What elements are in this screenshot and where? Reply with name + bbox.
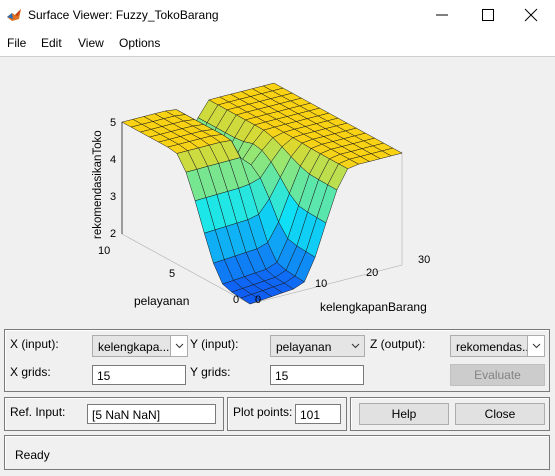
chevron-down-icon [532,343,541,349]
y-input-dropdown[interactable]: pelayanan [270,335,365,357]
maximize-button[interactable] [466,0,512,30]
z-output-label: Z (output): [370,337,426,351]
surface-mesh [121,82,403,305]
x-tick-10: 10 [315,278,327,290]
x-input-label: X (input): [10,337,59,351]
axis-panel: X (input): kelengkapa... Y (input): pela… [4,329,550,392]
plot-points-label: Plot points: [233,405,293,419]
z-tick-5: 5 [110,117,116,129]
surface-plot-canvas[interactable]: 5 4 3 2 10 5 0 0 10 20 30 rekomendasikan… [0,57,555,325]
maximize-icon [482,9,494,21]
x-tick-30: 30 [418,254,430,266]
minimize-icon [436,14,448,16]
menu-edit[interactable]: Edit [41,36,62,50]
chevron-down-icon [175,343,184,349]
y-tick-0: 0 [233,294,239,306]
menu-bar: File Edit View Options [0,30,555,56]
x-grids-label: X grids: [10,365,51,379]
evaluate-button[interactable]: Evaluate [450,364,545,386]
y-tick-10: 10 [98,245,110,257]
title-bar: Surface Viewer: Fuzzy_TokoBarang [0,0,555,30]
y-tick-5: 5 [169,268,175,280]
ref-input-label: Ref. Input: [10,405,66,419]
x-input-dropdown[interactable]: kelengkapa... [92,335,188,357]
window-title: Surface Viewer: Fuzzy_TokoBarang [28,8,219,22]
y-axis-label: pelayanan [134,294,189,308]
plot-points-field[interactable]: 101 [295,404,341,424]
menu-view[interactable]: View [78,36,104,50]
z-axis-label: rekomendasikanToko [92,130,104,239]
close-button[interactable]: Close [455,403,545,425]
ref-input-field[interactable]: [5 NaN NaN] [87,404,216,424]
x-tick-0: 0 [255,294,261,306]
y-grids-label: Y grids: [190,365,231,379]
ref-input-panel: Ref. Input: [5 NaN NaN] [4,397,224,431]
y-grids-field[interactable]: 15 [270,365,364,385]
x-axis-label: kelengkapanBarang [320,300,427,314]
z-tick-3: 3 [110,191,116,203]
menu-options[interactable]: Options [119,36,161,50]
status-text: Ready [15,448,50,462]
z-output-dropdown[interactable]: rekomendas... [450,335,545,357]
plot-points-panel: Plot points: 101 [227,397,347,431]
close-window-button[interactable] [509,0,555,30]
close-icon [524,8,538,22]
status-bar: Ready [4,435,550,470]
minimize-button[interactable] [420,0,466,30]
z-tick-2: 2 [110,228,116,240]
x-grids-field[interactable]: 15 [92,365,186,385]
action-panel: Help Close [350,397,550,431]
z-tick-4: 4 [110,154,116,166]
surface-cell [240,294,262,305]
menu-file[interactable]: File [7,36,27,50]
matlab-app-icon [7,9,21,21]
x-tick-20: 20 [366,267,378,279]
y-input-label: Y (input): [190,337,239,351]
surface-plot[interactable]: 5 4 3 2 10 5 0 0 10 20 30 rekomendasikan… [0,56,555,324]
chevron-down-icon [351,343,360,349]
help-button[interactable]: Help [359,403,449,425]
